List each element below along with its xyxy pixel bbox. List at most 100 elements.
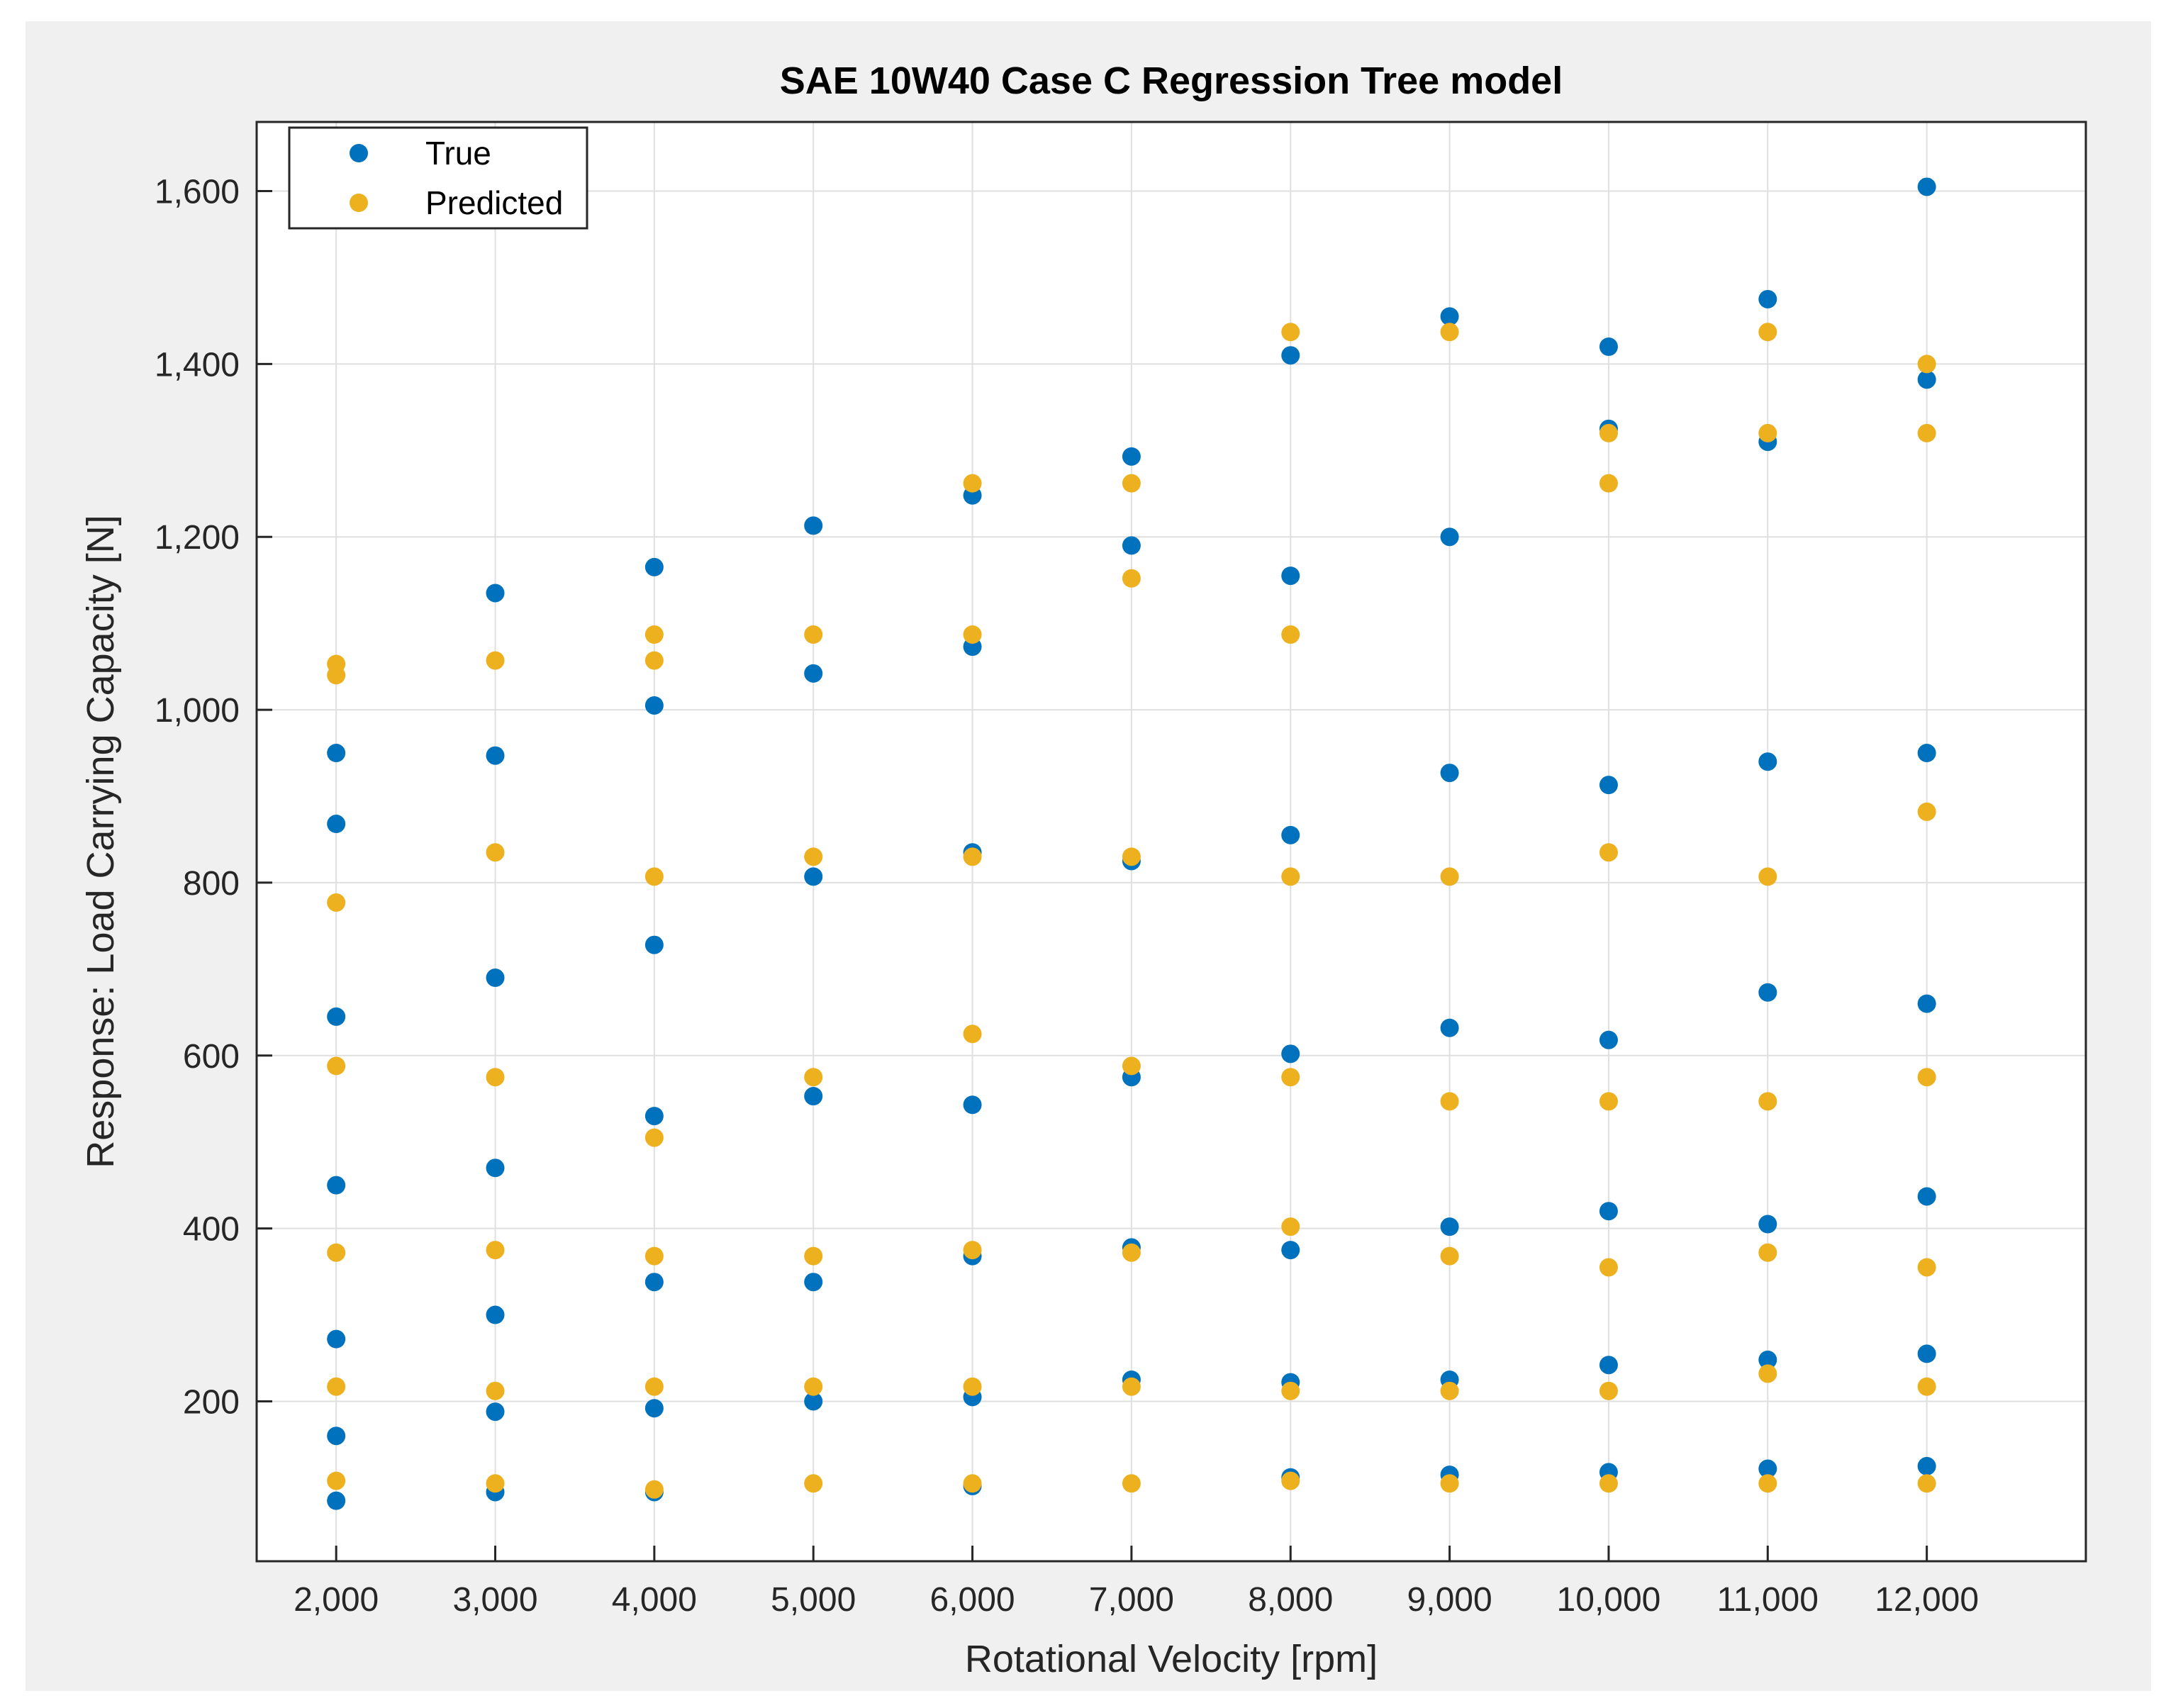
point-predicted xyxy=(327,1056,346,1076)
point-predicted xyxy=(1758,1243,1777,1262)
point-true xyxy=(1758,1459,1777,1478)
point-predicted xyxy=(1917,1068,1936,1087)
x-tick-label: 5,000 xyxy=(771,1581,856,1619)
point-true xyxy=(1281,1044,1300,1064)
point-predicted xyxy=(486,1381,505,1400)
axis-ticks: 2,000 3,000 4,000 5,000 6,000 7,000 8,000 9,000… xyxy=(155,174,1979,1619)
point-true xyxy=(327,1007,346,1026)
point-predicted xyxy=(1440,323,1459,342)
point-true xyxy=(1917,994,1936,1013)
point-true xyxy=(644,1107,664,1126)
y-tick-label: 400 xyxy=(183,1211,240,1249)
plot-border xyxy=(255,121,2087,1563)
y-axis-label: Response: Load Carrying Capacity [N] xyxy=(79,515,122,1168)
point-true xyxy=(1599,776,1618,795)
legend: True Predicted xyxy=(288,126,588,230)
point-true xyxy=(1599,337,1618,356)
x-tick-label: 10,000 xyxy=(1557,1581,1661,1619)
grid-lines xyxy=(257,122,2086,1561)
point-true xyxy=(804,516,823,535)
point-predicted xyxy=(1758,1364,1777,1383)
point-predicted xyxy=(486,1068,505,1087)
point-predicted xyxy=(1440,1092,1459,1111)
point-true xyxy=(486,746,505,765)
point-predicted xyxy=(486,843,505,862)
point-predicted xyxy=(1599,1258,1618,1277)
x-tick-label: 11,000 xyxy=(1717,1581,1819,1619)
point-predicted xyxy=(1122,1474,1141,1493)
point-true xyxy=(1599,1202,1618,1221)
point-predicted xyxy=(1281,1217,1300,1237)
point-true xyxy=(1917,1456,1936,1475)
point-predicted xyxy=(804,847,823,866)
point-predicted xyxy=(1599,1092,1618,1111)
point-predicted xyxy=(963,1241,982,1260)
x-axis-label: Rotational Velocity [rpm] xyxy=(965,1638,1378,1680)
x-tick-label: 6,000 xyxy=(930,1581,1015,1619)
legend-label-predicted: Predicted xyxy=(425,184,563,221)
point-predicted xyxy=(1758,1474,1777,1493)
point-predicted xyxy=(1122,847,1141,866)
point-true xyxy=(327,1176,346,1195)
point-predicted xyxy=(804,625,823,644)
point-predicted xyxy=(327,654,346,674)
point-predicted xyxy=(644,1377,664,1396)
point-true xyxy=(327,1427,346,1446)
point-true xyxy=(1758,983,1777,1002)
point-predicted xyxy=(963,625,982,644)
point-true xyxy=(804,1087,823,1106)
point-predicted xyxy=(1440,1474,1459,1493)
point-true xyxy=(1440,528,1459,547)
point-predicted xyxy=(1917,1258,1936,1277)
point-true xyxy=(1281,825,1300,844)
point-predicted xyxy=(804,1246,823,1266)
point-predicted xyxy=(1281,625,1300,644)
point-predicted xyxy=(327,1377,346,1396)
point-true xyxy=(1122,447,1141,466)
point-true xyxy=(1440,764,1459,783)
point-true xyxy=(804,664,823,683)
point-predicted xyxy=(644,651,664,670)
point-true xyxy=(1122,536,1141,555)
point-true xyxy=(1440,307,1459,326)
point-true xyxy=(1758,1350,1777,1369)
point-predicted xyxy=(804,1377,823,1396)
point-predicted xyxy=(1281,323,1300,342)
x-tick-label: 8,000 xyxy=(1248,1581,1333,1619)
data-points xyxy=(327,177,1936,1510)
point-true xyxy=(644,1273,664,1292)
point-predicted xyxy=(1917,1377,1936,1396)
point-true xyxy=(804,1273,823,1292)
point-true xyxy=(1758,1215,1777,1234)
y-tick-label: 1,000 xyxy=(155,692,240,730)
point-true xyxy=(327,744,346,763)
y-tick-label: 1,200 xyxy=(155,519,240,557)
y-tick-label: 1,400 xyxy=(155,346,240,384)
point-true xyxy=(327,1491,346,1510)
point-predicted xyxy=(1599,843,1618,862)
point-predicted xyxy=(1122,1243,1141,1262)
point-true xyxy=(644,935,664,954)
point-predicted xyxy=(486,1474,505,1493)
point-predicted xyxy=(327,1243,346,1262)
point-predicted xyxy=(1281,1068,1300,1087)
chart-title: SAE 10W40 Case C Regression Tree model xyxy=(780,60,1563,102)
x-tick-label: 12,000 xyxy=(1875,1581,1979,1619)
point-true xyxy=(644,1399,664,1418)
point-true xyxy=(1917,370,1936,389)
point-true xyxy=(1440,1217,1459,1237)
point-predicted xyxy=(1599,423,1618,442)
y-tick-label: 800 xyxy=(183,865,240,903)
point-true xyxy=(486,1159,505,1178)
point-true xyxy=(486,969,505,988)
plot-area xyxy=(257,122,2086,1561)
point-predicted xyxy=(644,1480,664,1499)
point-predicted xyxy=(486,1241,505,1260)
point-predicted xyxy=(644,625,664,644)
point-true xyxy=(1917,1187,1936,1206)
point-predicted xyxy=(1281,1381,1300,1400)
point-predicted xyxy=(1440,1246,1459,1266)
point-predicted xyxy=(1122,1056,1141,1076)
point-predicted xyxy=(1917,802,1936,821)
point-predicted xyxy=(963,1377,982,1396)
